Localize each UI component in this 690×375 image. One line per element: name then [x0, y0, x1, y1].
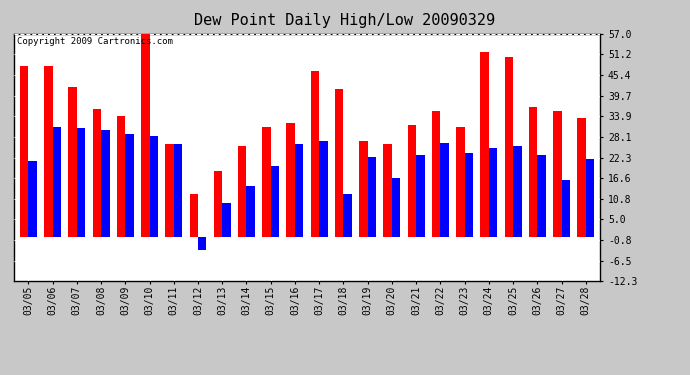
- Bar: [28, 160, 37, 237]
- Bar: [92, 109, 101, 237]
- Bar: [101, 130, 110, 237]
- Bar: [538, 155, 546, 237]
- Bar: [190, 195, 198, 237]
- Bar: [504, 57, 513, 237]
- Bar: [44, 66, 52, 237]
- Bar: [456, 127, 464, 237]
- Bar: [464, 153, 473, 237]
- Bar: [295, 144, 304, 237]
- Bar: [246, 186, 255, 237]
- Bar: [416, 155, 424, 237]
- Bar: [578, 118, 586, 237]
- Bar: [432, 111, 440, 237]
- Bar: [150, 135, 158, 237]
- Bar: [238, 146, 246, 237]
- Bar: [270, 166, 279, 237]
- Bar: [286, 123, 295, 237]
- Bar: [489, 148, 497, 237]
- Bar: [214, 171, 222, 237]
- Bar: [319, 141, 328, 237]
- Bar: [359, 141, 368, 237]
- Bar: [344, 195, 352, 237]
- Bar: [586, 159, 594, 237]
- Bar: [562, 180, 570, 237]
- Bar: [440, 142, 449, 237]
- Bar: [141, 34, 150, 237]
- Bar: [166, 144, 174, 237]
- Bar: [52, 127, 61, 237]
- Bar: [174, 144, 182, 237]
- Bar: [513, 146, 522, 237]
- Bar: [262, 127, 270, 237]
- Bar: [77, 128, 86, 237]
- Bar: [222, 203, 230, 237]
- Bar: [368, 157, 376, 237]
- Bar: [529, 107, 538, 237]
- Bar: [20, 66, 28, 237]
- Bar: [392, 178, 400, 237]
- Bar: [335, 89, 344, 237]
- Bar: [68, 87, 77, 237]
- Bar: [553, 111, 562, 237]
- Text: Dew Point Daily High/Low 20090329: Dew Point Daily High/Low 20090329: [195, 13, 495, 28]
- Bar: [117, 116, 126, 237]
- Bar: [480, 52, 489, 237]
- Bar: [198, 237, 206, 250]
- Bar: [310, 71, 319, 237]
- Bar: [384, 144, 392, 237]
- Bar: [126, 134, 134, 237]
- Bar: [408, 125, 416, 237]
- Text: Copyright 2009 Cartronics.com: Copyright 2009 Cartronics.com: [17, 38, 172, 46]
